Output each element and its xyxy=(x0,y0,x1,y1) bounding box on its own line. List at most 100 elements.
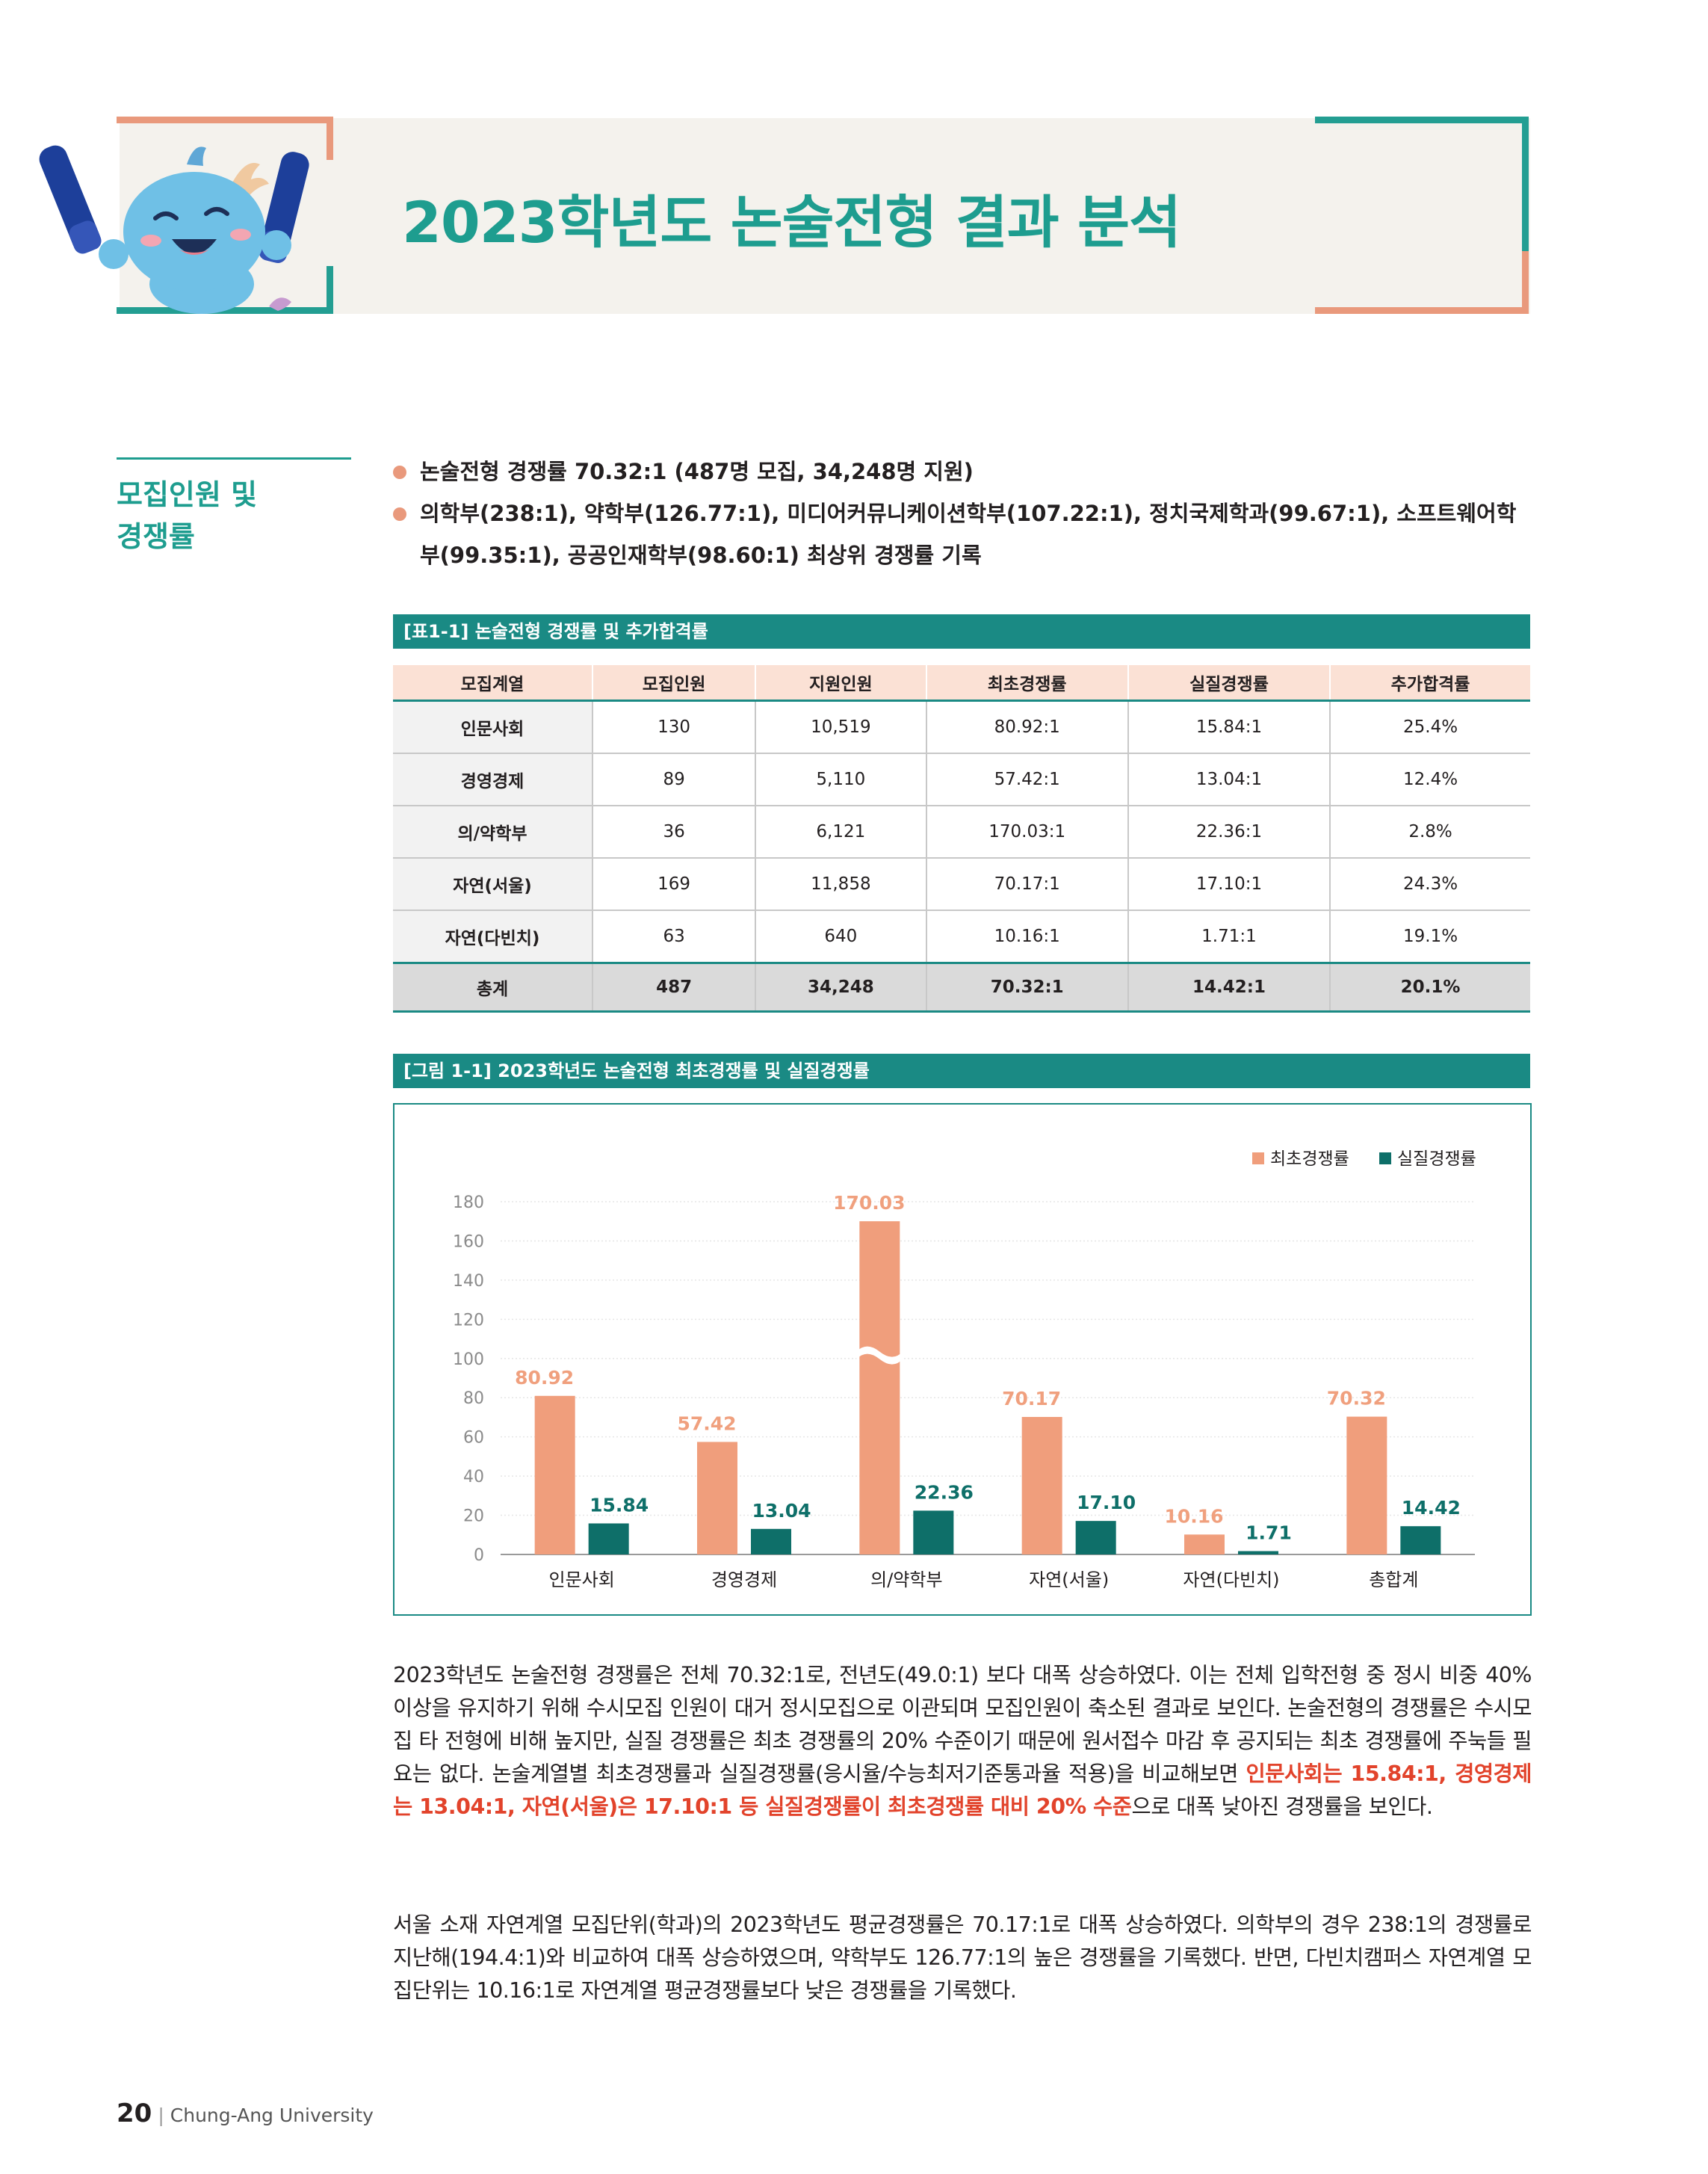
bullet-dot-icon xyxy=(393,507,406,521)
table-total-cell: 14.42:1 xyxy=(1127,962,1331,1013)
chart-bar-actual xyxy=(1238,1551,1278,1554)
legend-swatch-icon xyxy=(1252,1152,1264,1164)
chart-y-tick-label: 140 xyxy=(453,1272,484,1291)
table-cell: 25.4% xyxy=(1330,700,1530,754)
chart-bar-actual xyxy=(751,1528,791,1554)
bar-chart: 0 20 40 60 80 100 120 140 160 180 80.92 15.84 인문사회 57… xyxy=(453,1149,1476,1590)
side-heading-line2: 경쟁률 xyxy=(117,520,195,553)
table-cell: 12.4% xyxy=(1330,753,1530,806)
title-banner xyxy=(120,118,1530,314)
table-total-row: 총계 487 34,248 70.32:1 14.42:1 20.1% xyxy=(393,962,1530,1013)
chart-data-label: 15.84 xyxy=(590,1494,649,1516)
table-cell: 10.16:1 xyxy=(926,910,1129,964)
chart-bar-actual xyxy=(1075,1521,1116,1554)
table-cell: 89 xyxy=(592,753,757,806)
chart-x-tick-label: 인문사회 xyxy=(549,1569,615,1590)
mascot-illustration xyxy=(39,145,309,314)
chart-bar-initial xyxy=(534,1395,575,1554)
analysis-paragraph-1: 2023학년도 논술전형 경쟁률은 전체 70.32:1로, 전년도(49.0:… xyxy=(393,1659,1532,1823)
table-cell: 80.92:1 xyxy=(926,700,1129,754)
chart-bar-actual xyxy=(588,1523,629,1554)
chart-bar-actual xyxy=(913,1510,954,1554)
chart-bar-initial xyxy=(697,1442,737,1554)
legend-swatch-icon xyxy=(1379,1152,1391,1164)
chart-y-tick-label: 40 xyxy=(463,1468,484,1486)
chart-data-label: 10.16 xyxy=(1164,1505,1223,1527)
table-header-cell: 모집계열 xyxy=(393,665,593,702)
table-cell: 15.84:1 xyxy=(1127,700,1331,754)
table-cell: 1.71:1 xyxy=(1127,910,1331,964)
page-number: 20 xyxy=(117,2099,152,2128)
table-total-cell: 20.1% xyxy=(1330,962,1530,1013)
banner-frame-left-right-lower xyxy=(327,266,333,314)
chart-x-tick-label: 총합계 xyxy=(1369,1569,1418,1590)
table-cell: 70.17:1 xyxy=(926,858,1129,911)
table-row-header: 자연(다빈치) xyxy=(393,910,593,964)
table-cell: 169 xyxy=(592,858,757,911)
chart-data-label: 70.17 xyxy=(1002,1388,1061,1409)
table-row: 의/약학부 36 6,121 170.03:1 22.36:1 2.8% xyxy=(393,806,1530,859)
table-cell: 22.36:1 xyxy=(1127,806,1331,859)
table-row-header: 경영경제 xyxy=(393,753,593,806)
chart-data-label: 17.10 xyxy=(1077,1492,1136,1513)
table-cell: 17.10:1 xyxy=(1127,858,1331,911)
chart-x-tick-label: 자연(서울) xyxy=(1029,1569,1109,1590)
side-heading: 모집인원 및 경쟁률 xyxy=(117,474,356,558)
chart-y-tick-label: 80 xyxy=(463,1389,484,1408)
bullet-item: 의학부(238:1), 약학부(126.77:1), 미디어커뮤니케이션학부(1… xyxy=(393,492,1536,576)
bullet-text: 논술전형 경쟁률 70.32:1 (487명 모집, 34,248명 지원) xyxy=(420,459,974,484)
table-cell: 10,519 xyxy=(755,700,927,754)
table-caption: [표1-1] 논술전형 경쟁률 및 추가합격률 xyxy=(393,614,1530,649)
chart-y-tick-label: 180 xyxy=(453,1193,484,1212)
chart-y-tick-label: 0 xyxy=(474,1546,484,1565)
legend-label: 실질경쟁률 xyxy=(1397,1149,1476,1169)
chart-data-label: 1.71 xyxy=(1246,1522,1292,1544)
chart-data-label: 22.36 xyxy=(915,1481,974,1503)
chart-data-label: 70.32 xyxy=(1327,1388,1386,1409)
banner-frame-left-top xyxy=(117,117,333,123)
chart-container: 0 20 40 60 80 100 120 140 160 180 80.92 15.84 인문사회 57… xyxy=(393,1103,1532,1616)
chart-x-tick-label: 자연(다빈치) xyxy=(1183,1569,1279,1590)
table-total-label: 총계 xyxy=(393,962,593,1013)
bullet-item: 논술전형 경쟁률 70.32:1 (487명 모집, 34,248명 지원) xyxy=(393,451,1536,492)
table-cell: 57.42:1 xyxy=(926,753,1129,806)
side-heading-line1: 모집인원 및 xyxy=(117,478,258,511)
table-total-cell: 34,248 xyxy=(755,962,927,1013)
table-header-cell: 추가합격률 xyxy=(1330,665,1530,702)
table-row: 인문사회 130 10,519 80.92:1 15.84:1 25.4% xyxy=(393,700,1530,754)
chart-x-tick-label: 경영경제 xyxy=(711,1569,777,1590)
table-header-cell: 모집인원 xyxy=(592,665,757,702)
table-cell: 640 xyxy=(755,910,927,964)
chart-y-tick-label: 100 xyxy=(453,1350,484,1369)
table-cell: 6,121 xyxy=(755,806,927,859)
table-cell: 11,858 xyxy=(755,858,927,911)
chart-bar-initial xyxy=(1184,1534,1225,1554)
chart-y-tick-label: 60 xyxy=(463,1429,484,1448)
table-header-cell: 실질경쟁률 xyxy=(1127,665,1331,702)
table-total-cell: 70.32:1 xyxy=(926,962,1129,1013)
table-row: 자연(서울) 169 11,858 70.17:1 17.10:1 24.3% xyxy=(393,858,1530,911)
chart-bar-initial xyxy=(1021,1416,1062,1554)
summary-bullets: 논술전형 경쟁률 70.32:1 (487명 모집, 34,248명 지원) 의… xyxy=(393,451,1536,576)
chart-data-label: 80.92 xyxy=(515,1367,574,1389)
paragraph-1-highlight: 인문사회는 15.84:1, 경영경제는 13.04:1, 자연(서울)은 17… xyxy=(393,1761,1532,1819)
banner-frame-right-bottom xyxy=(1315,307,1529,314)
bullet-dot-icon xyxy=(393,466,406,479)
page-footer: 20 | Chung-Ang University xyxy=(117,2099,374,2128)
chart-axis-break-mark xyxy=(856,1346,903,1365)
banner-frame-right-side-lower xyxy=(1522,251,1529,314)
table-total-cell: 487 xyxy=(592,962,757,1013)
table-cell: 19.1% xyxy=(1330,910,1530,964)
chart-caption: [그림 1-1] 2023학년도 논술전형 최초경쟁률 및 실질경쟁률 xyxy=(393,1054,1530,1088)
table-header-cell: 지원인원 xyxy=(755,665,927,702)
footer-separator: | xyxy=(158,2104,164,2126)
footer-publisher: Chung-Ang University xyxy=(170,2104,374,2126)
table-cell: 170.03:1 xyxy=(926,806,1129,859)
bullet-text: 의학부(238:1), 약학부(126.77:1), 미디어커뮤니케이션학부(1… xyxy=(420,501,1517,568)
table-row-header: 자연(서울) xyxy=(393,858,593,911)
chart-data-label: 14.42 xyxy=(1402,1497,1461,1519)
chart-data-label: 13.04 xyxy=(752,1500,811,1522)
banner-frame-right-top xyxy=(1315,117,1529,123)
chart-y-tick-label: 160 xyxy=(453,1232,484,1251)
legend-label: 최초경쟁률 xyxy=(1270,1149,1349,1169)
